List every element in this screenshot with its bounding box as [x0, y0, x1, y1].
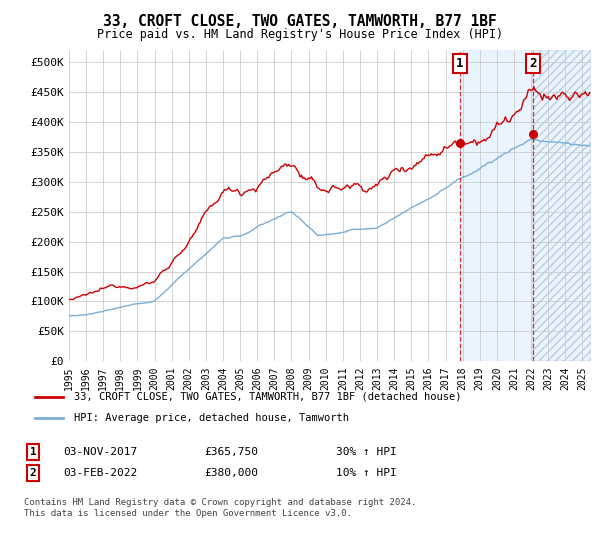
Text: 03-NOV-2017: 03-NOV-2017	[63, 447, 137, 457]
Text: Price paid vs. HM Land Registry's House Price Index (HPI): Price paid vs. HM Land Registry's House …	[97, 28, 503, 41]
Text: 10% ↑ HPI: 10% ↑ HPI	[336, 468, 397, 478]
Text: HPI: Average price, detached house, Tamworth: HPI: Average price, detached house, Tamw…	[74, 413, 349, 423]
Bar	[460, 50, 591, 361]
Text: 30% ↑ HPI: 30% ↑ HPI	[336, 447, 397, 457]
Text: 1: 1	[456, 57, 464, 70]
Text: 2: 2	[529, 57, 536, 70]
Text: 03-FEB-2022: 03-FEB-2022	[63, 468, 137, 478]
Text: 33, CROFT CLOSE, TWO GATES, TAMWORTH, B77 1BF: 33, CROFT CLOSE, TWO GATES, TAMWORTH, B7…	[103, 14, 497, 29]
Text: £380,000: £380,000	[204, 468, 258, 478]
Text: Contains HM Land Registry data © Crown copyright and database right 2024.
This d: Contains HM Land Registry data © Crown c…	[24, 498, 416, 518]
Text: 33, CROFT CLOSE, TWO GATES, TAMWORTH, B77 1BF (detached house): 33, CROFT CLOSE, TWO GATES, TAMWORTH, B7…	[74, 392, 462, 402]
Text: £365,750: £365,750	[204, 447, 258, 457]
Bar	[533, 50, 591, 361]
Text: 1: 1	[29, 447, 37, 457]
Text: 2: 2	[29, 468, 37, 478]
